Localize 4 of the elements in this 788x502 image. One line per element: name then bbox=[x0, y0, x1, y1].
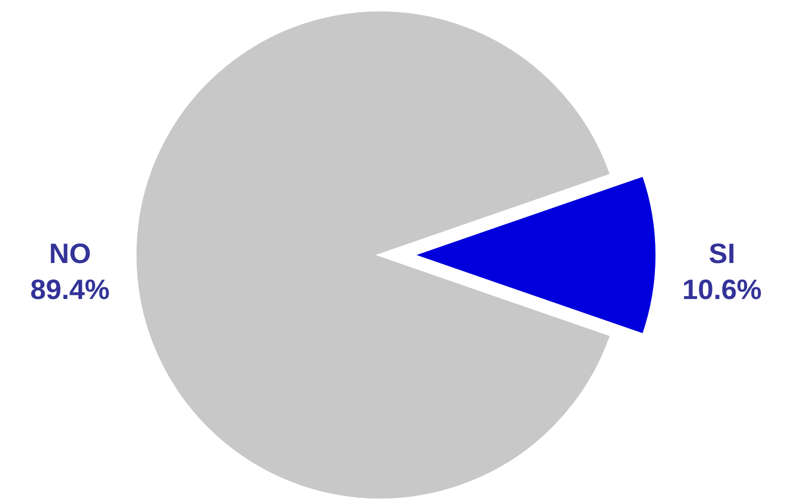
slice-label: NO bbox=[49, 238, 91, 269]
slice-label: SI bbox=[708, 238, 736, 269]
data-label: 10.6% bbox=[682, 274, 762, 305]
data-label: 89.4% bbox=[30, 274, 110, 305]
